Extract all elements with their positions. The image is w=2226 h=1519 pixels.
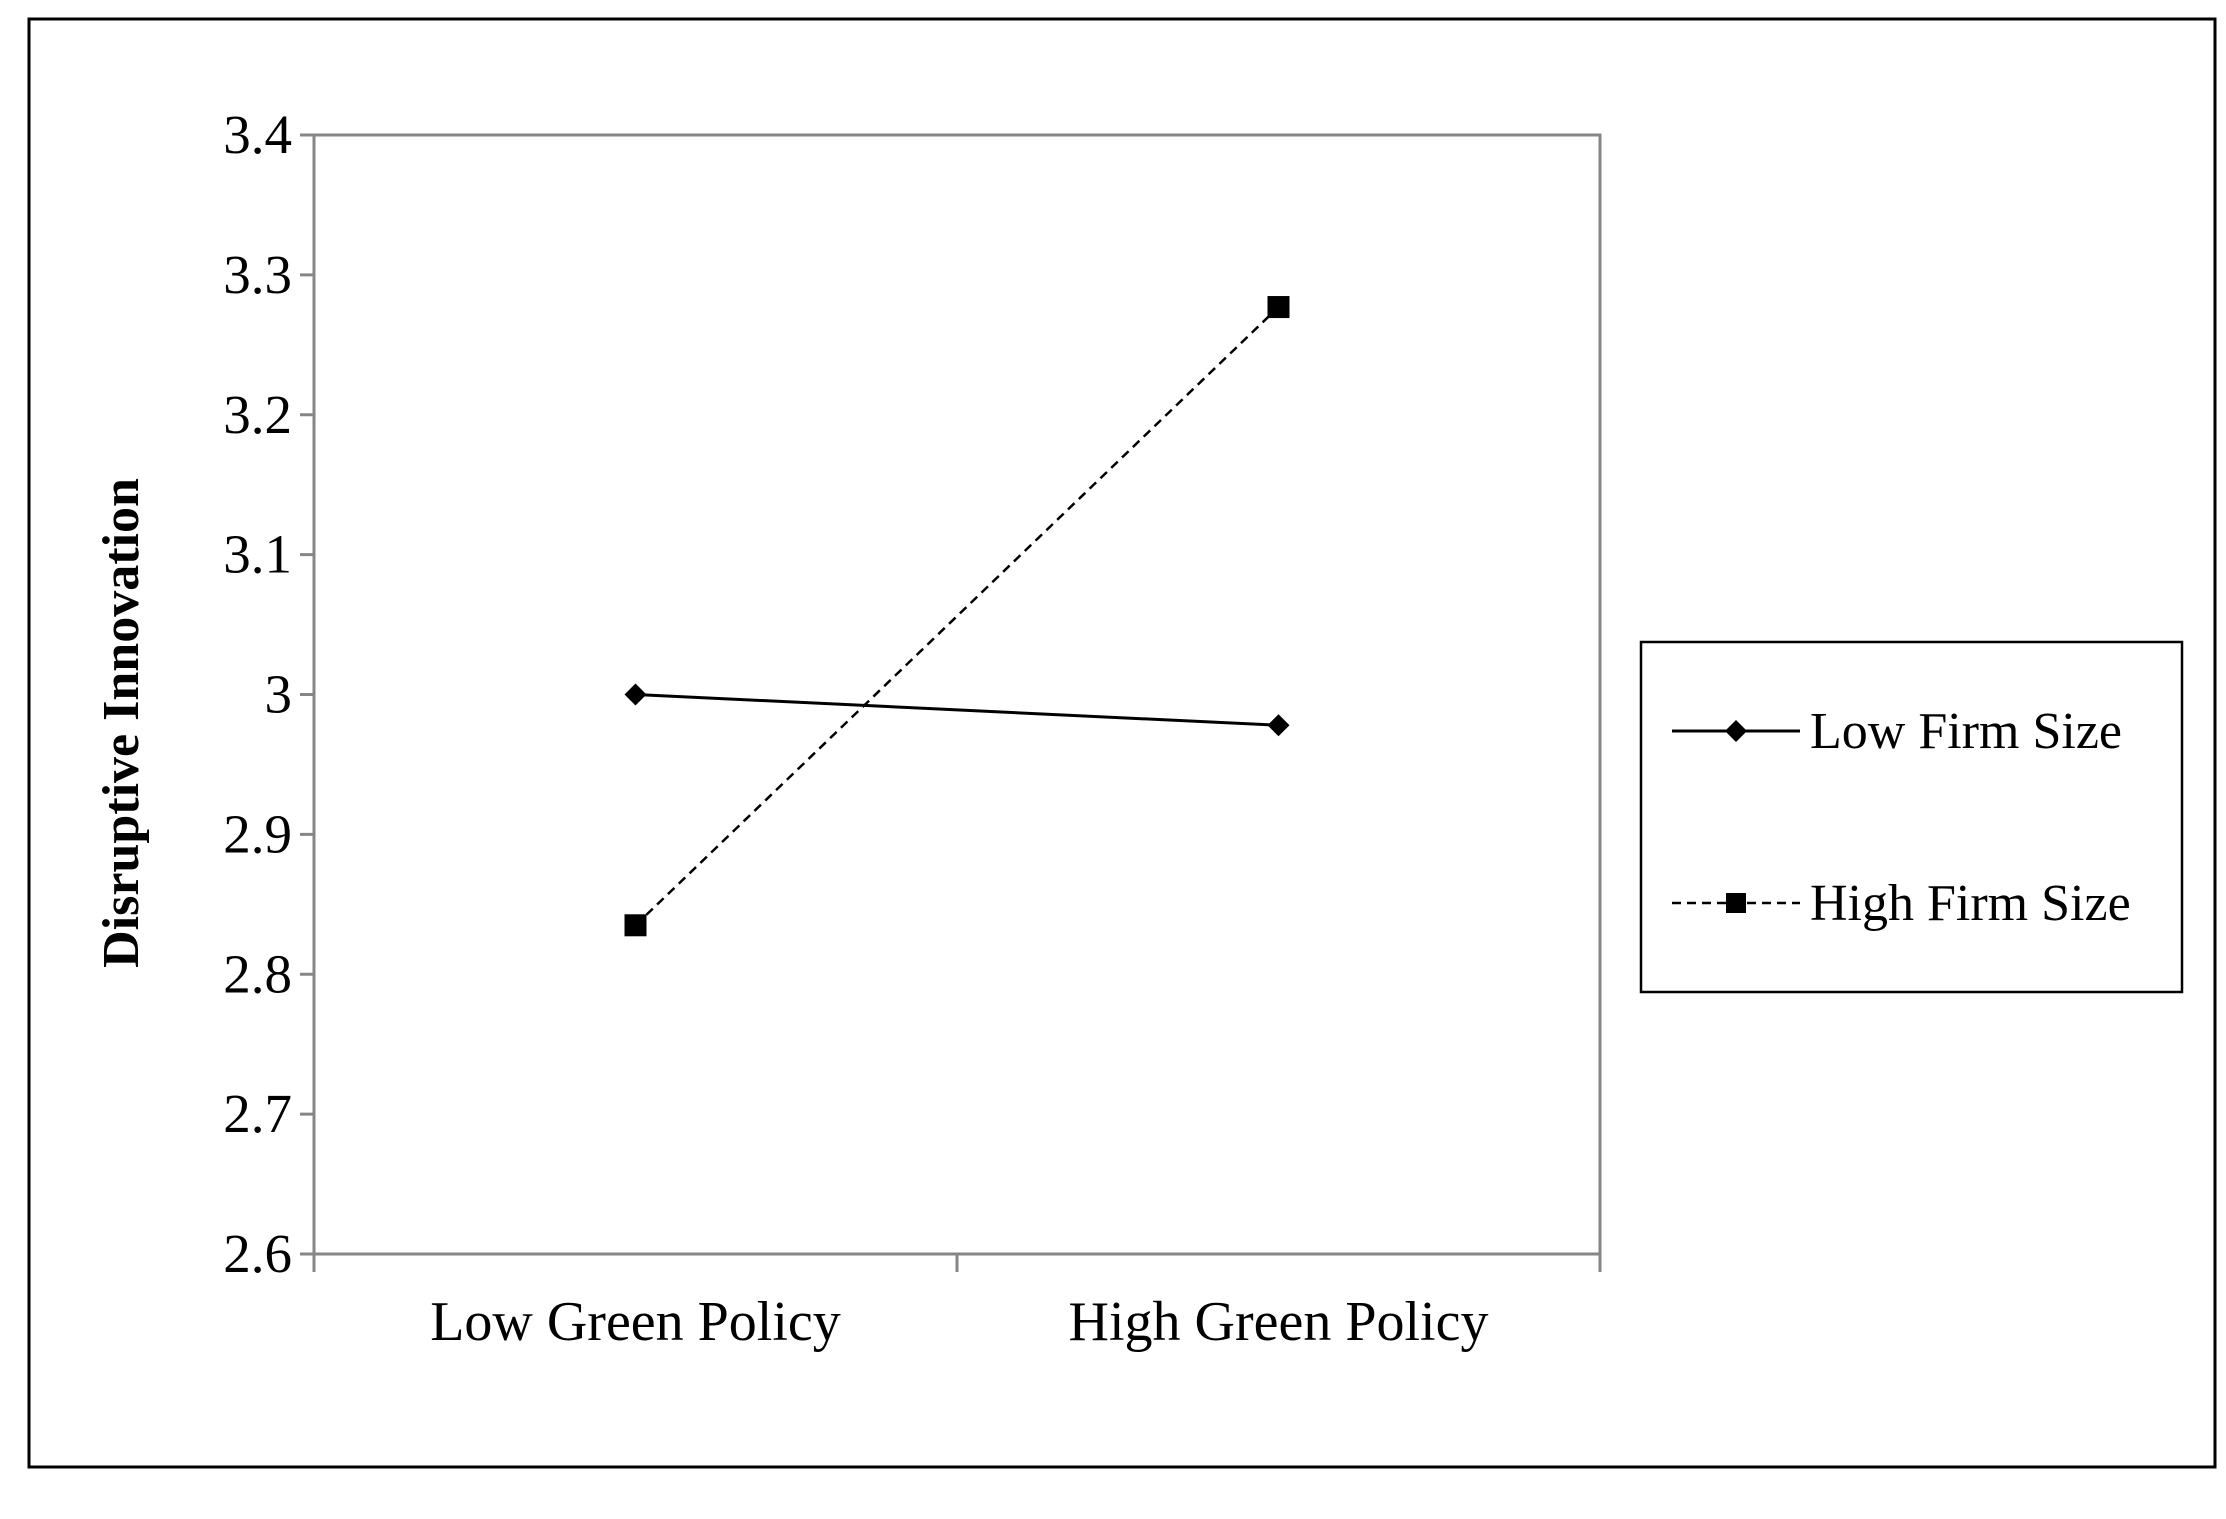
y-tick-label: 2.7	[223, 1083, 292, 1144]
y-axis-title: Disruptive Innovation	[93, 478, 150, 968]
y-tick-label: 3.2	[223, 384, 292, 445]
x-category-label: Low Green Policy	[430, 1291, 841, 1353]
legend-label-low-firm-size: Low Firm Size	[1810, 703, 2122, 760]
legend-marker-low-firm-size	[1725, 720, 1747, 742]
y-tick-label: 2.9	[223, 803, 292, 864]
series-line-high-firm-size	[634, 306, 1280, 927]
legend: Low Firm Size High Firm Size	[1639, 640, 2184, 994]
y-tick-label: 3	[265, 664, 293, 725]
y-tick-label: 3.4	[223, 104, 292, 165]
legend-marker-high-firm-size	[1726, 893, 1746, 913]
x-category-label: High Green Policy	[1069, 1291, 1489, 1353]
y-tick-label: 2.8	[223, 943, 292, 1004]
legend-label-high-firm-size: High Firm Size	[1810, 875, 2131, 932]
y-tick-label: 3.1	[223, 524, 292, 585]
series-layer	[624, 296, 1290, 937]
data-point-high-firm-size	[624, 914, 647, 937]
series-line-low-firm-size	[635, 693, 1279, 727]
data-point-low-firm-size	[1267, 714, 1290, 737]
y-axis: 2.6 2.7 2.8 2.9 3 3.1 3.2 3.3 3.4	[223, 104, 314, 1284]
y-tick-label: 3.3	[223, 244, 292, 305]
y-tick-label: 2.6	[223, 1223, 292, 1284]
x-axis: Low Green Policy High Green Policy	[312, 1254, 1602, 1353]
data-point-high-firm-size	[1267, 296, 1290, 319]
legend-box	[1639, 640, 2184, 994]
data-point-low-firm-size	[624, 683, 647, 706]
